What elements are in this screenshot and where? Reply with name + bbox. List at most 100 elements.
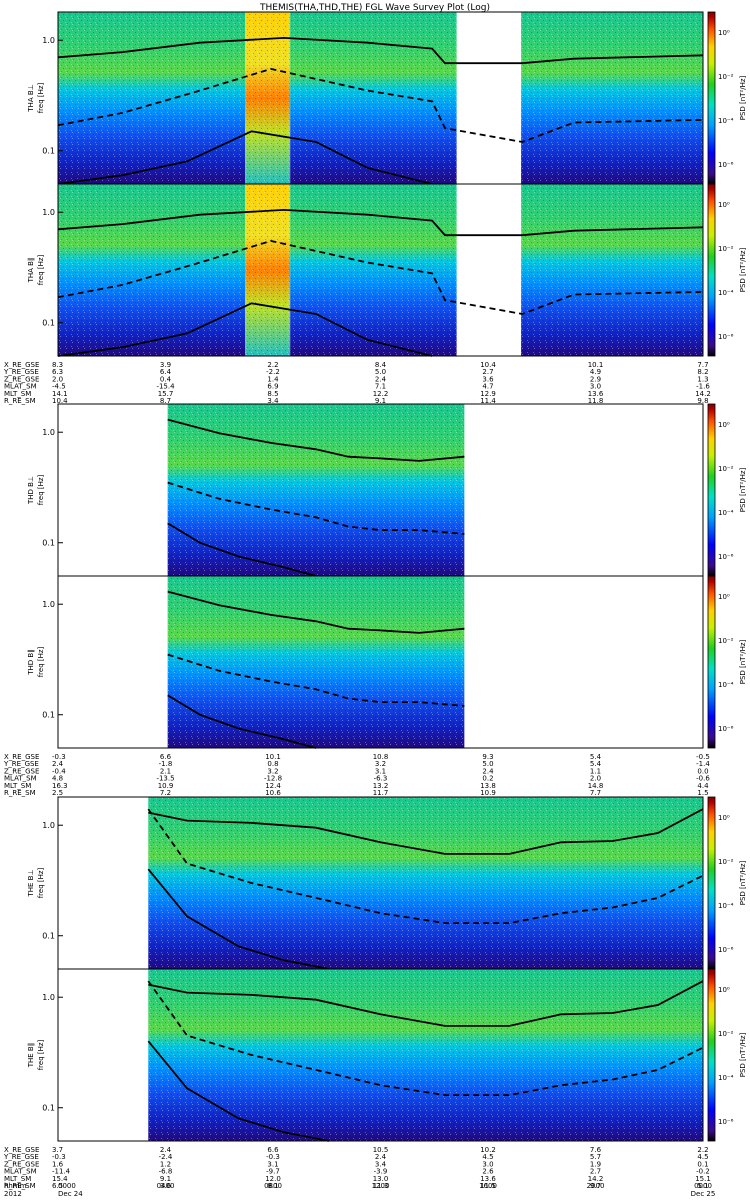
ephemeris-value: 10.6 [265, 789, 281, 797]
ephemeris-value: 10.9 [158, 782, 174, 790]
colorbar-tick-label: 10⁻⁶ [718, 1118, 734, 1126]
ephemeris-value: -2.4 [159, 1153, 173, 1161]
ephemeris-value: 10.5 [373, 1146, 389, 1154]
panel-label: THD B⊥ [27, 476, 35, 505]
ephemeris-value: 3.4 [375, 1160, 387, 1168]
ephemeris-value: 12.2 [373, 390, 389, 398]
colorbar-tick-label: 10⁰ [718, 29, 730, 37]
ephemeris-row-label: MLAT_SM [4, 1168, 37, 1176]
colorbar-tick-label: 10⁻⁶ [718, 725, 734, 733]
ephemeris-value: 10.1 [265, 753, 281, 761]
colorbar-tick-label: 10⁻² [718, 245, 734, 253]
panel-frame [57, 575, 704, 749]
colorbar: 10⁰ 10⁻² 10⁻⁴ 10⁻⁶ PSD [nT²/Hz] [707, 183, 747, 357]
plot-title: THEMIS(THA,THD,THE) FGL Wave Survey Plot… [259, 3, 490, 13]
curve-solid-low [147, 1040, 330, 1142]
ephemeris-value: 2.1 [160, 767, 171, 775]
ephemeris-value: 5.4 [590, 753, 602, 761]
ephemeris-value: 12.4 [265, 782, 281, 790]
ephemeris-value: 2.4 [482, 767, 494, 775]
panel-label: THE B⊥ [27, 869, 35, 897]
ephemeris-value: -0.4 [52, 767, 66, 775]
colorbar-tick-label: 10⁻² [718, 1030, 734, 1038]
ephemeris-value: 3.9 [160, 361, 171, 369]
colorbar-label: PSD [nT²/Hz] [739, 247, 747, 292]
ephemeris-value: 0.8 [267, 760, 278, 768]
ephemeris-value: -0.6 [696, 775, 710, 783]
spectrogram-texture [245, 184, 291, 356]
spectrogram-texture [290, 184, 457, 356]
ephemeris-value: -4.5 [52, 383, 66, 391]
ephemeris-value: 7.7 [590, 789, 601, 797]
panel-label: THA B⊥ [27, 84, 35, 112]
curve-solid-low [57, 302, 433, 357]
colorbar: 10⁰ 10⁻² 10⁻⁴ 10⁻⁶ PSD [nT²/Hz] [707, 575, 747, 749]
curve-solid-top [167, 418, 465, 462]
ephemeris-value: 5.1 [697, 1182, 708, 1190]
colorbar-tick-label: 10⁻² [718, 858, 734, 866]
ephemeris-value: 1.9 [590, 1160, 601, 1168]
ephemeris-value: 12.0 [265, 1175, 281, 1183]
ephemeris-row-label: MLAT_SM [4, 383, 37, 391]
ephemeris-value: 4.4 [697, 782, 709, 790]
ephemeris-row-label: X_RE_GSE [4, 1146, 39, 1154]
ephemeris-value: -0.2 [696, 1168, 710, 1176]
time-tick-label: 1200 [372, 1182, 390, 1190]
date-label: Dec 24 [58, 1190, 83, 1198]
curve-dashed-mid [167, 481, 465, 535]
ephemeris-row-label: MLT_SM [4, 782, 31, 790]
ephemeris-value: 7.2 [160, 789, 171, 797]
time-tick-label: 0000 [58, 1182, 76, 1190]
freq-axis-label: freq [Hz] [37, 646, 45, 677]
freq-axis-label: freq [Hz] [37, 474, 45, 505]
spectrogram-panel: 1.0 0.1 THA B∥ freq [Hz] 10⁰ 10⁻² 10⁻⁴ 10⁻⁶ PSD … [27, 183, 747, 357]
colorbar: 10⁰ 10⁻² 10⁻⁴ 10⁻⁶ PSD [nT²/Hz] [707, 403, 747, 577]
spectrogram-panel: 1.0 0.1 THD B⊥ freq [Hz] 10⁰ 10⁻² 10⁻⁴ 10⁻⁶ PSD … [27, 403, 747, 577]
curve-solid-low [57, 130, 433, 185]
ephemeris-value: -2.2 [266, 368, 280, 376]
ephemeris-value: 16.3 [52, 782, 68, 790]
ephemeris-value: 13.6 [480, 1175, 496, 1183]
panel-frame [57, 183, 704, 357]
ephemeris-value: 1.2 [160, 1160, 171, 1168]
ephemeris-value: 13.6 [588, 390, 604, 398]
freq-tick-label: 0.1 [42, 147, 55, 156]
time-tick-label: 0000 [694, 1182, 712, 1190]
spectrogram-panel: 1.0 0.1 THE B⊥ freq [Hz] 10⁰ 10⁻² 10⁻⁴ 10⁻⁶ PSD … [27, 796, 747, 970]
ephemeris-value: 13.0 [373, 1175, 389, 1183]
ephemeris-value: 7.1 [375, 383, 386, 391]
ephemeris-value: 6.6 [267, 1146, 279, 1154]
colorbar: 10⁰ 10⁻² 10⁻⁴ 10⁻⁶ PSD [nT²/Hz] [707, 796, 747, 970]
ephemeris-value: 3.0 [590, 383, 601, 391]
ephemeris-value: 10.1 [588, 361, 604, 369]
ephemeris-row-label: Y_RE_GSE [3, 1153, 39, 1161]
colorbar: 10⁰ 10⁻² 10⁻⁴ 10⁻⁶ PSD [nT²/Hz] [707, 968, 747, 1142]
ephemeris-value: 0.4 [160, 375, 172, 383]
ephemeris-value: 2.0 [52, 375, 63, 383]
ephemeris-table: X_RE_GSE 3.7 2.4 6.6 10.5 10.2 7.6 2.2 Y_RE_GSE -… [3, 1146, 711, 1190]
ephemeris-value: 11.3 [373, 1182, 389, 1190]
time-tick-label: 2000 [587, 1182, 605, 1190]
ephemeris-value: 3.7 [52, 1146, 63, 1154]
ephemeris-value: 11.4 [480, 397, 496, 405]
ephemeris-value: 3.6 [160, 1182, 172, 1190]
ephemeris-value: 9.8 [697, 397, 708, 405]
ephemeris-value: 10.9 [480, 789, 496, 797]
ephemeris-value: 3.1 [375, 767, 386, 775]
ephemeris-value: 7.6 [590, 1146, 602, 1154]
ephemeris-value: 6.5 [52, 1182, 63, 1190]
ephemeris-table: X_RE_GSE 8.3 3.9 2.2 8.4 10.4 10.1 7.7 Y_RE_GSE 6… [3, 361, 711, 405]
ephemeris-row-label: R_RE_SM [4, 789, 36, 797]
curve-dashed-mid [57, 67, 704, 143]
ephemeris-value: 5.0 [375, 368, 386, 376]
ephemeris-value: 1.5 [697, 789, 708, 797]
colorbar-tick-label: 10⁻⁴ [718, 117, 734, 125]
spectrogram-texture [245, 12, 291, 184]
ephemeris-value: 14.2 [695, 390, 711, 398]
ephemeris-value: 13.2 [373, 782, 389, 790]
colorbar-label: PSD [nT²/Hz] [739, 639, 747, 684]
ephemeris-value: 10.4 [52, 397, 68, 405]
ephemeris-value: 4.5 [697, 1153, 708, 1161]
